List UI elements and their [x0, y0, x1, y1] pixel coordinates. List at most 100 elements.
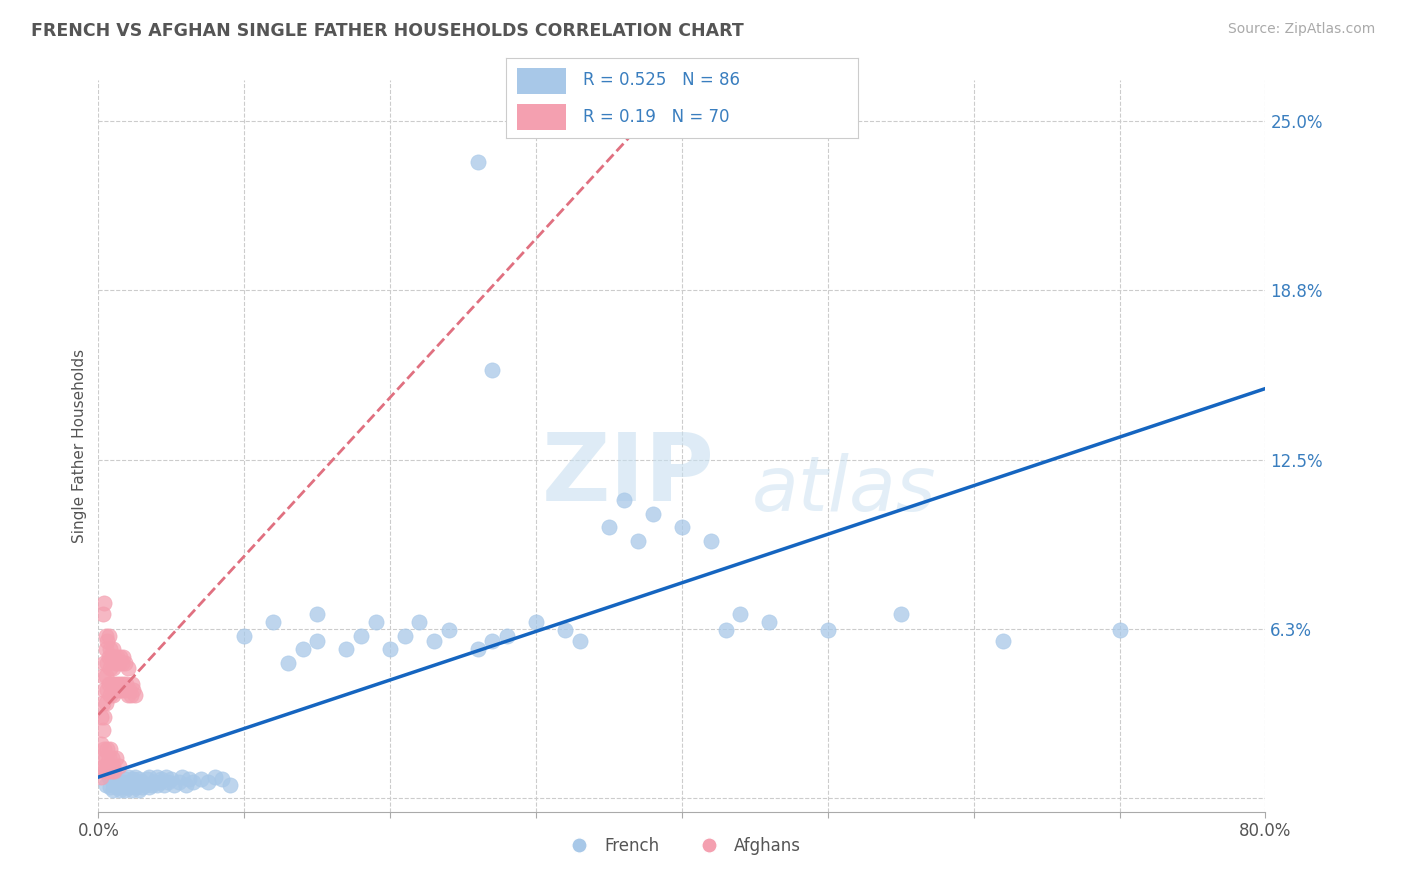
Text: ZIP: ZIP [541, 429, 714, 521]
Point [101, 783, 124, 797]
Point [117, 661, 139, 675]
Point [90, 737, 112, 751]
Point [114, 772, 136, 787]
Point [481, 363, 503, 377]
Point [96, 634, 118, 648]
Point [394, 629, 416, 643]
Point [408, 615, 430, 629]
Point [104, 772, 127, 787]
Point [170, 770, 193, 784]
Point [94, 750, 117, 764]
Point [120, 688, 142, 702]
Point [100, 750, 122, 764]
Point [991, 634, 1014, 648]
Point [94, 669, 117, 683]
Point [190, 772, 212, 787]
Point [104, 656, 127, 670]
Point [218, 778, 240, 792]
Point [149, 775, 172, 789]
Point [111, 682, 134, 697]
Point [233, 629, 256, 643]
Point [100, 677, 122, 691]
Point [496, 629, 519, 643]
Point [118, 682, 141, 697]
Point [380, 642, 402, 657]
Point [122, 772, 145, 787]
Point [141, 778, 163, 792]
Text: R = 0.525   N = 86: R = 0.525 N = 86 [583, 71, 741, 89]
Bar [517, 103, 565, 130]
Point [98, 780, 121, 795]
Point [121, 783, 143, 797]
Point [124, 688, 146, 702]
Point [641, 507, 664, 521]
Point [125, 780, 148, 795]
Point [153, 778, 176, 792]
Point [1108, 624, 1130, 638]
Point [174, 778, 197, 792]
Point [150, 772, 173, 787]
Point [146, 778, 169, 792]
Point [155, 770, 177, 784]
Point [131, 780, 153, 795]
Point [120, 775, 142, 789]
Point [98, 688, 121, 702]
Point [700, 533, 723, 548]
Point [122, 682, 145, 697]
Point [423, 634, 446, 648]
Point [118, 780, 141, 795]
Point [103, 764, 125, 778]
Point [163, 778, 186, 792]
Point [211, 772, 233, 787]
Point [127, 775, 149, 789]
Point [568, 634, 591, 648]
Point [91, 750, 114, 764]
Point [100, 764, 122, 778]
Point [104, 750, 127, 764]
Point [817, 624, 839, 638]
Point [105, 780, 128, 795]
Bar [517, 68, 565, 95]
Point [124, 770, 146, 784]
Point [103, 778, 125, 792]
Point [350, 629, 373, 643]
Point [307, 607, 329, 621]
Point [114, 783, 136, 797]
Point [335, 642, 357, 657]
Point [105, 677, 128, 691]
Point [96, 742, 118, 756]
Point [96, 656, 118, 670]
Point [91, 607, 114, 621]
Point [94, 778, 117, 792]
Point [612, 493, 634, 508]
Point [101, 688, 124, 702]
Point [108, 775, 131, 789]
Point [101, 661, 124, 675]
Point [93, 742, 115, 756]
Point [181, 775, 204, 789]
Point [91, 697, 114, 711]
Point [93, 656, 115, 670]
Point [97, 770, 120, 784]
Point [93, 710, 115, 724]
Point [138, 770, 160, 784]
Point [90, 710, 112, 724]
Point [96, 682, 118, 697]
Point [197, 775, 219, 789]
Point [97, 750, 120, 764]
Point [277, 656, 299, 670]
Point [160, 772, 183, 787]
Point [307, 634, 329, 648]
Point [97, 650, 120, 665]
Point [204, 770, 226, 784]
Point [94, 642, 117, 657]
Point [97, 677, 120, 691]
Point [112, 650, 135, 665]
Point [94, 764, 117, 778]
Point [111, 780, 134, 795]
Point [96, 758, 118, 772]
Point [110, 783, 132, 797]
Point [146, 770, 169, 784]
Point [98, 661, 121, 675]
Point [128, 772, 150, 787]
